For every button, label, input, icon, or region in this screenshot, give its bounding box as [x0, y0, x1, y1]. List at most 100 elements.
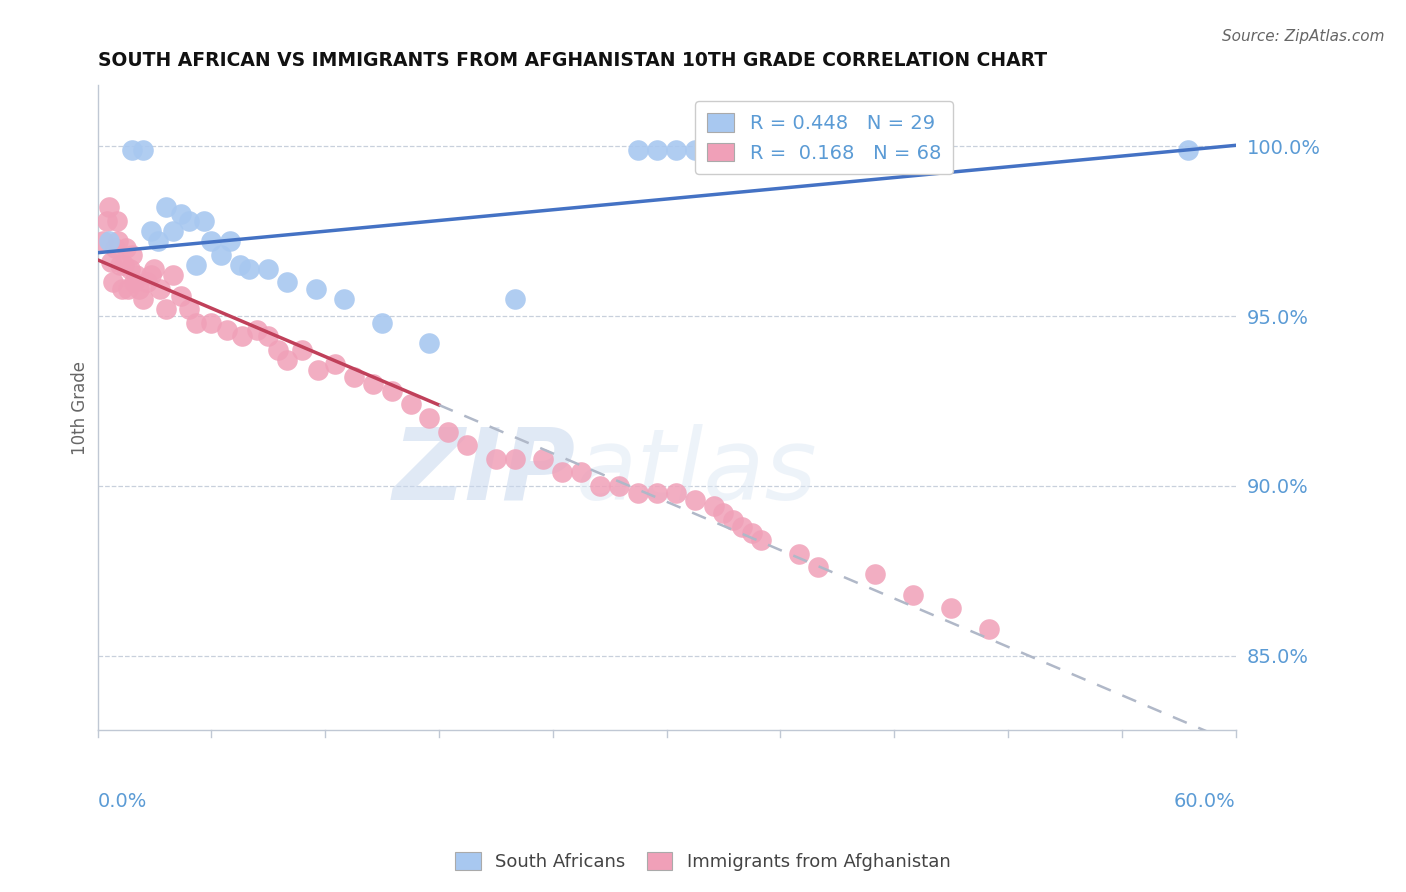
Point: [122, 275, 145, 289]
Point: [200, 316, 222, 330]
Point: [503, 292, 526, 306]
Point: [418, 411, 440, 425]
Point: [607, 479, 630, 493]
Point: [645, 485, 668, 500]
Point: [721, 513, 744, 527]
Point: [121, 248, 143, 262]
Point: [170, 207, 193, 221]
Point: [107, 235, 129, 249]
Point: [683, 492, 706, 507]
Text: 0.0%: 0.0%: [97, 791, 148, 811]
Point: [731, 519, 754, 533]
Y-axis label: 10th Grade: 10th Grade: [72, 360, 89, 455]
Point: [257, 261, 280, 276]
Point: [139, 224, 162, 238]
Point: [149, 282, 172, 296]
Point: [238, 261, 260, 276]
Point: [97, 201, 120, 215]
Point: [121, 143, 143, 157]
Point: [307, 363, 329, 377]
Point: [155, 201, 177, 215]
Point: [683, 143, 706, 157]
Point: [713, 506, 735, 520]
Point: [257, 329, 280, 343]
Point: [101, 275, 124, 289]
Legend: R = 0.448   N = 29, R =  0.168   N = 68: R = 0.448 N = 29, R = 0.168 N = 68: [695, 102, 953, 174]
Point: [939, 601, 962, 615]
Point: [112, 258, 135, 272]
Point: [170, 289, 193, 303]
Point: [645, 143, 668, 157]
Text: 60.0%: 60.0%: [1174, 791, 1236, 811]
Point: [209, 248, 232, 262]
Point: [219, 235, 242, 249]
Legend: South Africans, Immigrants from Afghanistan: South Africans, Immigrants from Afghanis…: [449, 846, 957, 879]
Point: [162, 268, 184, 283]
Point: [115, 241, 138, 255]
Point: [333, 292, 356, 306]
Point: [665, 485, 688, 500]
Point: [589, 479, 612, 493]
Point: [276, 353, 298, 368]
Point: [665, 143, 688, 157]
Point: [132, 292, 155, 306]
Point: [155, 302, 177, 317]
Point: [135, 275, 157, 289]
Point: [128, 282, 150, 296]
Point: [267, 343, 290, 357]
Point: [97, 235, 120, 249]
Point: [627, 485, 650, 500]
Point: [531, 451, 554, 466]
Point: [111, 282, 134, 296]
Point: [551, 466, 574, 480]
Point: [186, 316, 208, 330]
Point: [977, 622, 1000, 636]
Point: [437, 425, 460, 439]
Text: Source: ZipAtlas.com: Source: ZipAtlas.com: [1222, 29, 1385, 44]
Point: [117, 282, 139, 296]
Point: [139, 268, 162, 283]
Point: [703, 143, 725, 157]
Text: SOUTH AFRICAN VS IMMIGRANTS FROM AFGHANISTAN 10TH GRADE CORRELATION CHART: SOUTH AFRICAN VS IMMIGRANTS FROM AFGHANI…: [97, 51, 1046, 70]
Point: [901, 588, 924, 602]
Point: [371, 316, 394, 330]
Point: [162, 224, 184, 238]
Point: [569, 466, 592, 480]
Text: atlas: atlas: [575, 424, 817, 521]
Point: [305, 282, 328, 296]
Point: [399, 397, 422, 411]
Point: [1177, 143, 1199, 157]
Point: [380, 384, 402, 398]
Point: [751, 533, 773, 548]
Point: [132, 143, 155, 157]
Point: [100, 254, 122, 268]
Point: [863, 567, 886, 582]
Point: [118, 261, 141, 276]
Point: [741, 526, 763, 541]
Point: [323, 357, 346, 371]
Point: [105, 214, 128, 228]
Point: [186, 258, 208, 272]
Point: [143, 261, 166, 276]
Point: [177, 302, 200, 317]
Point: [91, 235, 114, 249]
Point: [215, 323, 238, 337]
Point: [343, 370, 366, 384]
Text: ZIP: ZIP: [392, 424, 575, 521]
Point: [177, 214, 200, 228]
Point: [807, 560, 830, 574]
Point: [789, 547, 811, 561]
Point: [200, 235, 222, 249]
Point: [485, 451, 508, 466]
Point: [291, 343, 314, 357]
Point: [627, 143, 650, 157]
Point: [456, 438, 478, 452]
Point: [503, 451, 526, 466]
Point: [229, 258, 252, 272]
Point: [96, 214, 118, 228]
Point: [231, 329, 253, 343]
Point: [110, 258, 132, 272]
Point: [361, 377, 384, 392]
Point: [104, 241, 127, 255]
Point: [246, 323, 269, 337]
